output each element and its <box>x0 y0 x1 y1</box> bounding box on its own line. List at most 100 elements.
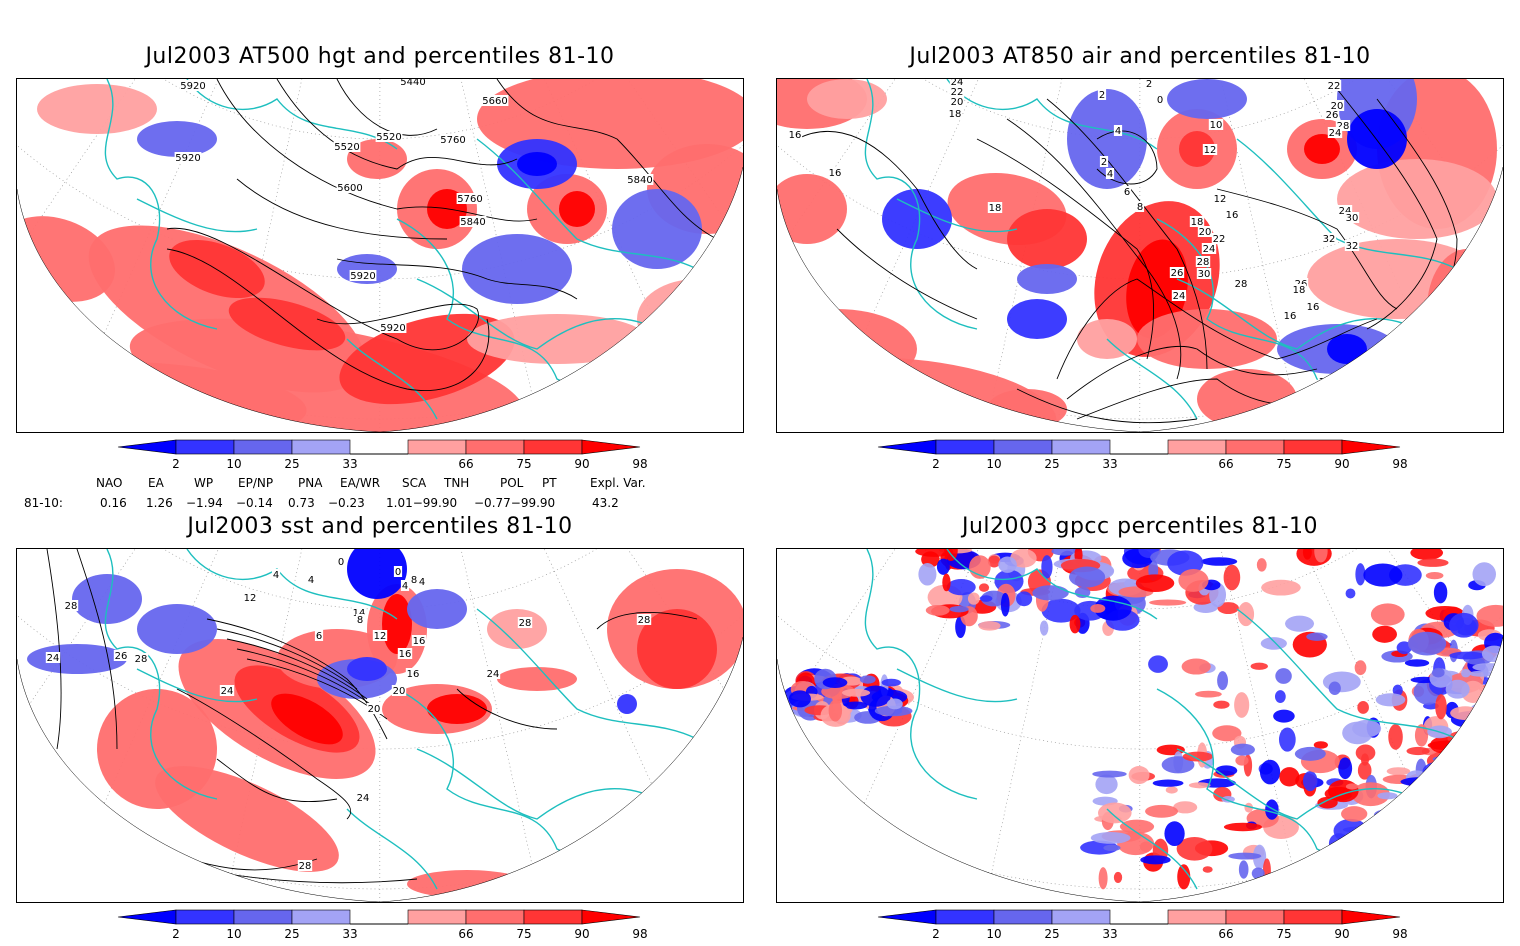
anomaly-region <box>1327 334 1367 364</box>
precip-anomaly-cell <box>1001 593 1010 617</box>
index-header-pol: POL <box>500 476 523 490</box>
colorbar-swatch <box>1168 440 1226 454</box>
precip-anomaly-cell <box>1231 744 1255 756</box>
index-header-explvar: Expl. Var. <box>590 476 646 490</box>
colorbar-tick-label: 98 <box>632 927 647 941</box>
contour-label: 26 <box>115 651 128 662</box>
colorbar-tick-label: 33 <box>1102 457 1117 471</box>
anomaly-region <box>777 174 847 244</box>
colorbar-tick-label: 2 <box>172 457 180 471</box>
contour-label: 16 <box>1321 391 1334 402</box>
colorbar-swatch <box>1226 440 1284 454</box>
contour-label: 12 <box>1214 194 1227 205</box>
precip-anomaly-cell <box>1473 776 1489 800</box>
precip-anomaly-cell <box>1182 658 1211 674</box>
precip-anomaly-cell <box>1483 695 1493 711</box>
colorbar-swatch <box>524 910 582 924</box>
precip-anomaly-cell <box>1095 775 1117 795</box>
precip-anomaly-cell <box>1443 749 1465 767</box>
colorbar-tick-label: 75 <box>516 457 531 471</box>
colorbar-swatch <box>292 910 350 924</box>
contour-label: 24 <box>1329 128 1342 139</box>
contour-label: 24 <box>1203 244 1216 255</box>
precip-anomaly-cell <box>882 679 901 687</box>
precip-anomaly-cell <box>942 574 950 592</box>
colorbar-arrow-low <box>118 440 176 454</box>
precip-anomaly-cell <box>1325 843 1359 865</box>
precip-anomaly-cell <box>1435 758 1465 774</box>
precip-anomaly-cell <box>1363 564 1402 587</box>
precip-anomaly-cell <box>1355 660 1367 675</box>
colorbar-tick-label: 75 <box>516 927 531 941</box>
precip-anomaly-cell <box>1215 765 1237 775</box>
anomaly-region <box>137 604 217 654</box>
colorbar-tick-label: 10 <box>986 927 1001 941</box>
contour-label: 30 <box>1346 213 1359 224</box>
precip-anomaly-cell <box>1458 772 1473 785</box>
precip-anomaly-cell <box>789 690 811 707</box>
contour-label: 5920 <box>380 323 405 334</box>
colorbar-tick-label: 66 <box>458 927 473 941</box>
index-header-ea: EA <box>148 476 164 490</box>
colorbar-swatch <box>1284 910 1342 924</box>
colorbar-arrow-high <box>582 440 640 454</box>
precip-anomaly-cell <box>1321 872 1344 880</box>
precip-anomaly-cell <box>1474 718 1503 738</box>
contour-label: 16 <box>1226 210 1239 221</box>
index-header-sca: SCA <box>402 476 426 490</box>
precip-anomaly-cell <box>1464 724 1485 741</box>
colorbar-tick-label: 98 <box>1392 927 1407 941</box>
precip-anomaly-cell <box>1261 637 1287 650</box>
precip-anomaly-cell <box>1235 755 1248 765</box>
anomaly-region <box>497 667 577 691</box>
contour-label: 4 <box>419 577 425 588</box>
precip-anomaly-cell <box>979 583 989 591</box>
precip-anomaly-cell <box>1195 691 1222 698</box>
anomaly-region <box>382 594 412 654</box>
precip-anomaly-cell <box>1371 603 1405 625</box>
precip-anomaly-cell <box>1404 847 1425 866</box>
colorbar-arrow-low <box>878 910 936 924</box>
contour-label: 16 <box>1306 408 1319 419</box>
contour-label: 20 <box>368 704 381 715</box>
colorbar-tick-label: 25 <box>284 927 299 941</box>
anomaly-region <box>72 574 142 624</box>
precip-anomaly-cell <box>918 563 936 586</box>
precip-anomaly-cell <box>1238 602 1254 626</box>
index-header-pt: PT <box>542 476 557 490</box>
precip-anomaly-cell <box>1480 783 1493 804</box>
precip-anomaly-cell <box>1441 746 1480 770</box>
colorbar-tick-label: 25 <box>1044 927 1059 941</box>
contour-label: 16 <box>789 130 802 141</box>
precip-anomaly-cell <box>1149 600 1186 606</box>
colorbar-arrow-high <box>582 910 640 924</box>
anomaly-region <box>137 121 217 157</box>
precip-anomaly-cell <box>1329 681 1341 695</box>
precip-anomaly-cell <box>1224 565 1241 591</box>
colorbar-arrow-low <box>878 440 936 454</box>
precip-anomaly-cell <box>1275 668 1292 684</box>
precip-anomaly-cell <box>947 579 976 595</box>
index-value-nao: 0.16 <box>100 496 127 510</box>
index-value-epnp: −0.14 <box>236 496 273 510</box>
anomaly-region <box>462 234 572 304</box>
map-panel-gpcc <box>776 548 1504 903</box>
precip-anomaly-cell <box>1140 855 1170 864</box>
colorbar-swatch <box>1284 440 1342 454</box>
anomaly-region <box>407 870 527 898</box>
contour-label: 24 <box>1173 291 1186 302</box>
anomaly-region <box>407 589 467 629</box>
contour-label: 6 <box>1124 187 1130 198</box>
precip-anomaly-cell <box>1213 701 1229 709</box>
index-header-eawr: EA/WR <box>340 476 380 490</box>
colorbar-swatch <box>466 910 524 924</box>
precip-anomaly-cell <box>1361 753 1369 765</box>
colorbar-tick-label: 33 <box>342 457 357 471</box>
anomaly-region <box>777 309 917 389</box>
contour-label: 28 <box>1197 257 1210 268</box>
precip-anomaly-cell <box>1346 783 1359 789</box>
precip-anomaly-cell <box>1201 557 1237 566</box>
precip-anomaly-cell <box>1352 720 1381 737</box>
